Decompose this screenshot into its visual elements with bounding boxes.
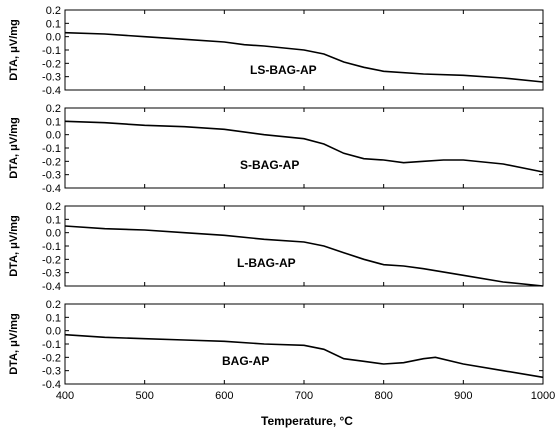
series-label: S-BAG-AP bbox=[240, 158, 299, 172]
x-tick-label: 1000 bbox=[531, 390, 555, 402]
chart-panel-4: 0.20.1 0.0-0.1-0.2 -0.3-0.4 DTA, μV/mg BAG-A… bbox=[8, 299, 544, 391]
x-axis: 400 500 600 700 800 900 1000 bbox=[56, 390, 555, 402]
y-tick-label: 0.1 bbox=[46, 312, 61, 324]
y-tick-label: 0.2 bbox=[46, 5, 61, 17]
y-tick-label: 0.0 bbox=[46, 32, 61, 44]
chart-panel-2: 0.20.1 0.0-0.1-0.2 -0.3-0.4 DTA, μV/mg S-BAG… bbox=[8, 103, 544, 195]
y-tick-label: 0.1 bbox=[46, 116, 61, 128]
y-tick-label: -0.1 bbox=[42, 241, 61, 253]
y-tick-label: -0.3 bbox=[42, 366, 61, 378]
y-tick-label: -0.2 bbox=[42, 156, 61, 168]
y-tick-label: 0.2 bbox=[46, 299, 61, 311]
y-tick-label: -0.4 bbox=[42, 85, 61, 97]
plot-frame bbox=[64, 205, 544, 287]
y-tick-label: -0.3 bbox=[42, 170, 61, 182]
y-tick-label: 0.0 bbox=[46, 228, 61, 240]
series-label: L-BAG-AP bbox=[237, 256, 296, 270]
x-tick-label: 700 bbox=[295, 390, 313, 402]
y-tick-label: 0.0 bbox=[46, 130, 61, 142]
y-axis-label: DTA, μV/mg bbox=[8, 313, 20, 375]
x-tick-label: 500 bbox=[135, 390, 153, 402]
series-line-l-bag-ap bbox=[64, 225, 544, 287]
x-tick-label: 400 bbox=[56, 390, 74, 402]
y-tick-label: -0.3 bbox=[42, 72, 61, 84]
series-line-bag-ap bbox=[64, 333, 544, 379]
y-tick-label: 0.1 bbox=[46, 214, 61, 226]
y-tick-label: -0.1 bbox=[42, 143, 61, 155]
y-tick-label: -0.1 bbox=[42, 339, 61, 351]
y-tick-label: 0.2 bbox=[46, 201, 61, 213]
y-tick-label: 0.2 bbox=[46, 103, 61, 115]
chart-panel-3: 0.20.1 0.0-0.1-0.2 -0.3-0.4 DTA, μV/mg L-BAG… bbox=[8, 201, 544, 293]
series-label: BAG-AP bbox=[222, 354, 269, 368]
y-tick-label: -0.4 bbox=[42, 281, 61, 293]
x-tick-label: 900 bbox=[454, 390, 472, 402]
x-axis-label: Temperature, °C bbox=[261, 414, 353, 428]
y-tick-label: 0.0 bbox=[46, 326, 61, 338]
series-line-s-bag-ap bbox=[64, 120, 544, 173]
x-tick-label: 600 bbox=[215, 390, 233, 402]
series-label: LS-BAG-AP bbox=[250, 63, 317, 77]
y-axis-label: DTA, μV/mg bbox=[8, 117, 20, 179]
plot-frame bbox=[64, 107, 544, 189]
series-line-ls-bag-ap bbox=[64, 31, 544, 83]
y-tick-label: -0.4 bbox=[42, 379, 61, 391]
chart-panel-1: 0.20.1 0.0-0.1-0.2 -0.3-0.4 DTA, μV/mg LS-BA… bbox=[8, 5, 544, 97]
y-axis-label: DTA, μV/mg bbox=[8, 19, 20, 81]
y-tick-label: -0.2 bbox=[42, 254, 61, 266]
y-tick-label: -0.4 bbox=[42, 183, 61, 195]
y-tick-label: -0.2 bbox=[42, 352, 61, 364]
y-tick-label: -0.2 bbox=[42, 58, 61, 70]
y-tick-label: -0.1 bbox=[42, 45, 61, 57]
y-tick-label: 0.1 bbox=[46, 18, 61, 30]
y-axis-label: DTA, μV/mg bbox=[8, 215, 20, 277]
x-tick-label: 800 bbox=[374, 390, 392, 402]
plot-frame bbox=[64, 303, 544, 385]
y-tick-label: -0.3 bbox=[42, 268, 61, 280]
